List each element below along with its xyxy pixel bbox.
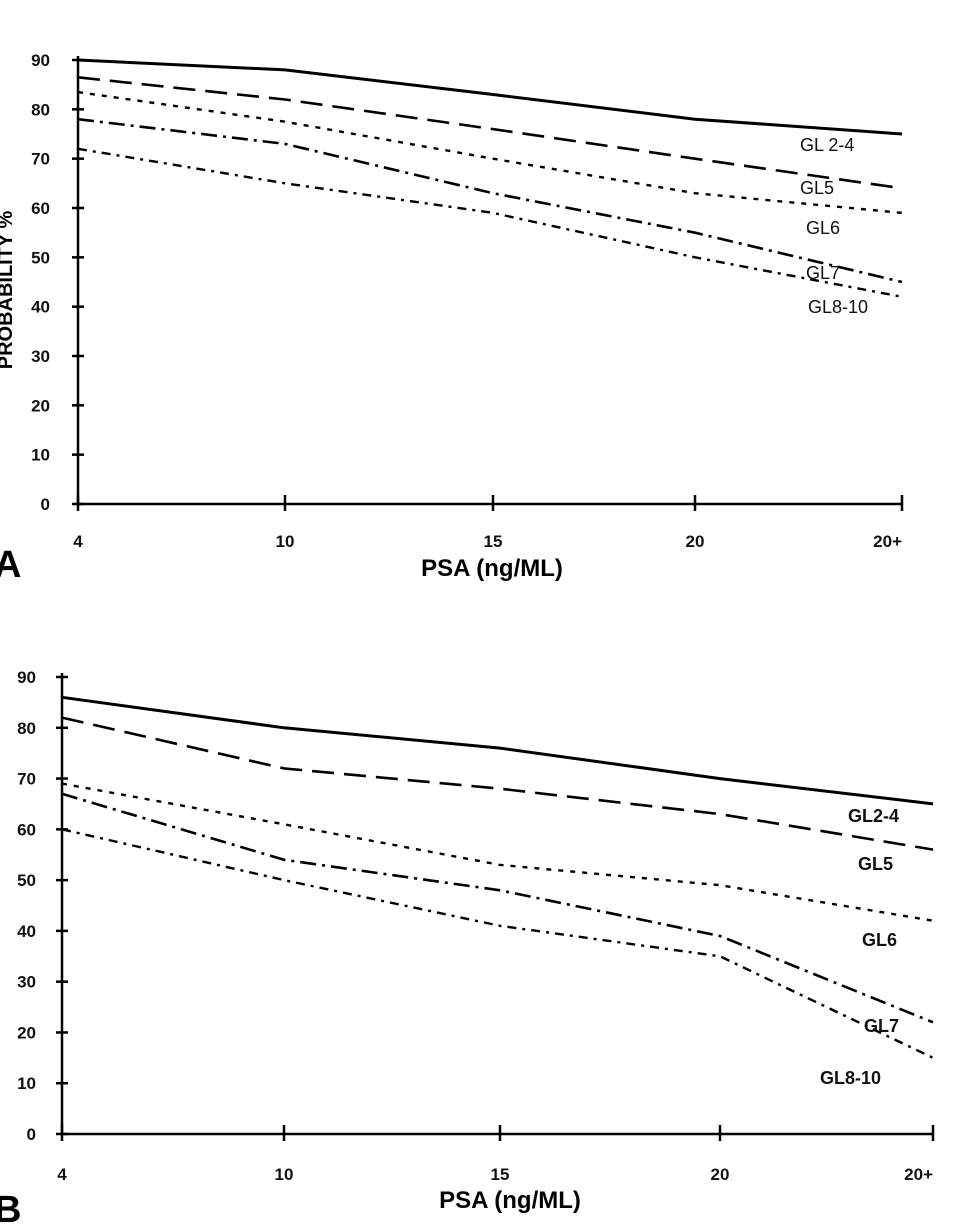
- series-line-gl8-10: [77, 147, 903, 298]
- series-line-gl7: [77, 117, 903, 284]
- x-tick-label: 4: [73, 532, 83, 551]
- series-label: GL2-4: [848, 806, 899, 826]
- y-tick-label: 10: [17, 1074, 36, 1093]
- y-tick-label: 60: [17, 820, 36, 839]
- panel-letter: B: [0, 1189, 21, 1227]
- series-line-gl6: [77, 90, 903, 215]
- series-label: GL6: [862, 930, 897, 950]
- series-line-gl8-10: [61, 828, 934, 1059]
- y-tick-label: 90: [31, 51, 50, 70]
- y-tick-label: 50: [31, 248, 50, 267]
- series-label: GL8-10: [808, 297, 868, 317]
- series-label: GL6: [806, 218, 840, 238]
- y-tick-label: 40: [31, 298, 50, 317]
- y-tick-label: 80: [31, 100, 50, 119]
- y-tick-label: 40: [17, 922, 36, 941]
- series-label: GL5: [800, 178, 834, 198]
- series-label: GL 2-4: [800, 135, 854, 155]
- series-line-gl-2-4: [77, 58, 903, 136]
- x-tick-label: 15: [491, 1165, 510, 1184]
- x-tick-label: 10: [276, 532, 295, 551]
- y-tick-label: 30: [17, 973, 36, 992]
- series-label: GL7: [806, 263, 840, 283]
- y-tick-label: 30: [31, 347, 50, 366]
- y-axis-title: PROBABILITY %: [0, 211, 17, 370]
- y-tick-label: 50: [17, 871, 36, 890]
- series-label: GL7: [864, 1016, 899, 1036]
- y-tick-label: 20: [31, 396, 50, 415]
- panel-letter: A: [0, 544, 21, 586]
- panel-a: 0 10 20 30 40 50 60 70 80 90 4 10 15 20 20+ PSA (ng/ML)…: [0, 51, 904, 586]
- y-tick-label: 70: [17, 770, 36, 789]
- series-line-gl7: [61, 792, 934, 1024]
- x-tick-label: 10: [275, 1165, 294, 1184]
- y-tick-label: 70: [31, 150, 50, 169]
- y-tick-label: 10: [31, 446, 50, 465]
- series-line-gl6: [61, 782, 934, 922]
- x-tick-label: 20: [686, 532, 705, 551]
- x-tick-label: 20: [711, 1165, 730, 1184]
- series-line-gl2-4: [61, 695, 934, 806]
- y-tick-label: 60: [31, 199, 50, 218]
- panel-b: 0 10 20 30 40 50 60 70 80 90 4 10 15 20 20+ PSA (ng/ML)…: [0, 668, 935, 1227]
- y-tick-label: 0: [27, 1125, 36, 1144]
- x-axis-title: PSA (ng/ML): [439, 1187, 581, 1214]
- series-label: GL5: [858, 854, 893, 874]
- series-line-gl5: [61, 716, 934, 851]
- series-line-gl5: [77, 76, 903, 190]
- x-tick-label: 4: [57, 1165, 67, 1184]
- x-tick-label: 20+: [873, 532, 902, 551]
- x-tick-label: 20+: [904, 1165, 933, 1184]
- series-label: GL8-10: [820, 1068, 881, 1088]
- x-axis-title: PSA (ng/ML): [421, 555, 563, 582]
- y-tick-label: 80: [17, 719, 36, 738]
- y-tick-label: 0: [41, 495, 50, 514]
- y-tick-label: 20: [17, 1023, 36, 1042]
- x-tick-label: 15: [484, 532, 503, 551]
- y-tick-label: 90: [17, 668, 36, 687]
